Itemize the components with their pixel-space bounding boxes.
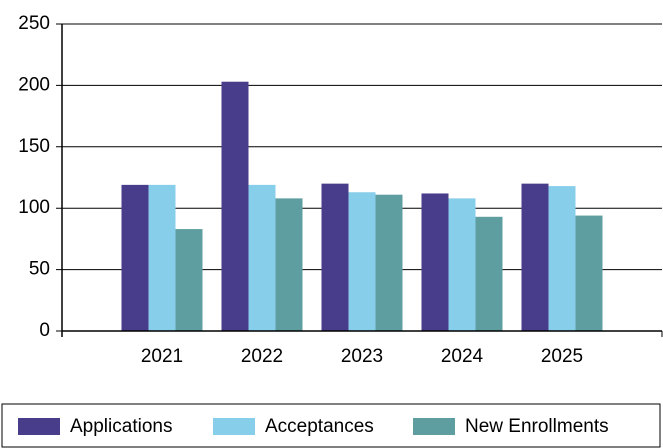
bar <box>421 193 449 331</box>
y-tick-label: 50 <box>29 259 50 280</box>
x-tick-label: 2024 <box>441 346 484 367</box>
y-tick-label: 0 <box>39 320 50 341</box>
bar <box>575 215 603 331</box>
bar <box>275 198 303 331</box>
bar <box>148 184 176 331</box>
legend-swatch <box>413 418 455 435</box>
legend-box <box>1 403 661 448</box>
bar <box>375 194 403 331</box>
bar <box>175 229 203 331</box>
y-tick-label: 150 <box>18 136 50 157</box>
legend-label: Acceptances <box>265 416 374 437</box>
bar <box>348 192 376 331</box>
legend-swatch <box>18 418 60 435</box>
bar <box>121 184 149 331</box>
legend-swatch <box>213 418 255 435</box>
y-tick-label: 250 <box>18 13 50 34</box>
bar <box>221 81 249 331</box>
bar <box>248 184 276 331</box>
bar <box>448 198 476 331</box>
y-tick-label: 100 <box>18 197 50 218</box>
bar <box>548 186 576 331</box>
x-tick-label: 2022 <box>241 346 283 367</box>
y-tick-label: 200 <box>18 74 50 95</box>
x-tick-label: 2023 <box>341 346 383 367</box>
bar <box>521 183 549 331</box>
bar <box>321 183 349 331</box>
legend-label: Applications <box>70 416 172 437</box>
x-tick-label: 2025 <box>541 346 583 367</box>
legend-label: New Enrollments <box>465 416 609 437</box>
bar <box>475 216 503 331</box>
x-tick-label: 2021 <box>141 346 183 367</box>
